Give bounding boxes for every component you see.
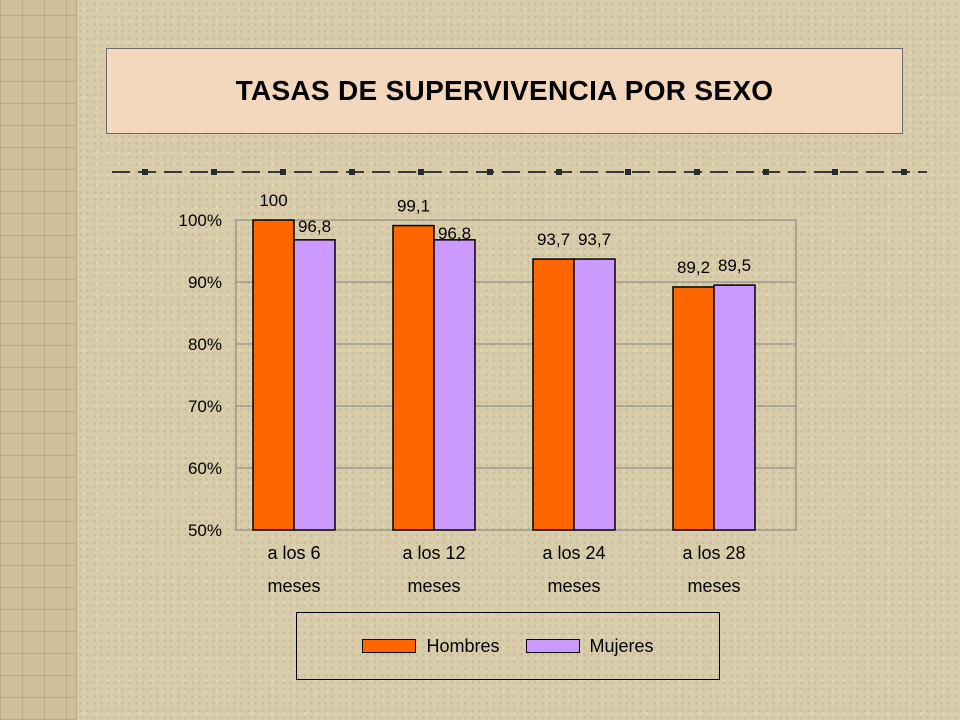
- data-label: 96,8: [438, 224, 471, 243]
- data-label: 96,8: [298, 217, 331, 236]
- legend-item-mujeres: Mujeres: [525, 635, 654, 657]
- category-label-line1: a los 12: [402, 543, 465, 563]
- data-label: 100: [259, 191, 287, 210]
- legend-swatch-mujeres: [525, 639, 580, 653]
- category-label-line1: a los 24: [542, 543, 605, 563]
- chart-title: TASAS DE SUPERVIVENCIA POR SEXO: [235, 75, 774, 106]
- category-label-line2: meses: [267, 576, 320, 596]
- category-label-line2: meses: [407, 576, 460, 596]
- decorative-left-stripe: [0, 0, 77, 720]
- y-tick-label: 60%: [188, 459, 222, 478]
- category-label-line1: a los 28: [682, 543, 745, 563]
- legend-label-mujeres: Mujeres: [589, 635, 654, 656]
- bar-hombres-1: [252, 219, 295, 531]
- bar-mujeres-3: [573, 258, 616, 531]
- decorative-divider: [112, 169, 927, 175]
- legend-swatch-hombres: [362, 639, 417, 653]
- category-label-line2: meses: [687, 576, 740, 596]
- data-label: 99,1: [397, 197, 430, 216]
- y-tick-label: 90%: [188, 273, 222, 292]
- bar-mujeres-2: [433, 239, 476, 531]
- legend-item-hombres: Hombres: [362, 635, 500, 657]
- y-tick-label: 100%: [179, 211, 222, 230]
- category-label-line1: a los 6: [267, 543, 320, 563]
- data-label: 93,7: [537, 230, 570, 249]
- y-tick-label: 70%: [188, 397, 222, 416]
- bar-mujeres-1: [293, 239, 336, 531]
- title-box: TASAS DE SUPERVIVENCIA POR SEXO: [106, 48, 903, 134]
- data-label: 93,7: [578, 230, 611, 249]
- bar-mujeres-4: [713, 284, 756, 531]
- bar-hombres-4: [672, 286, 715, 531]
- y-tick-label: 50%: [188, 521, 222, 540]
- legend-label-hombres: Hombres: [426, 635, 500, 656]
- plot-area-frame: [235, 219, 797, 531]
- bar-hombres-3: [532, 258, 575, 531]
- data-label: 89,2: [677, 258, 710, 277]
- y-tick-label: 80%: [188, 335, 222, 354]
- data-label: 89,5: [718, 256, 751, 275]
- bar-hombres-2: [392, 224, 435, 531]
- legend: Hombres Mujeres: [296, 612, 720, 680]
- category-label-line2: meses: [547, 576, 600, 596]
